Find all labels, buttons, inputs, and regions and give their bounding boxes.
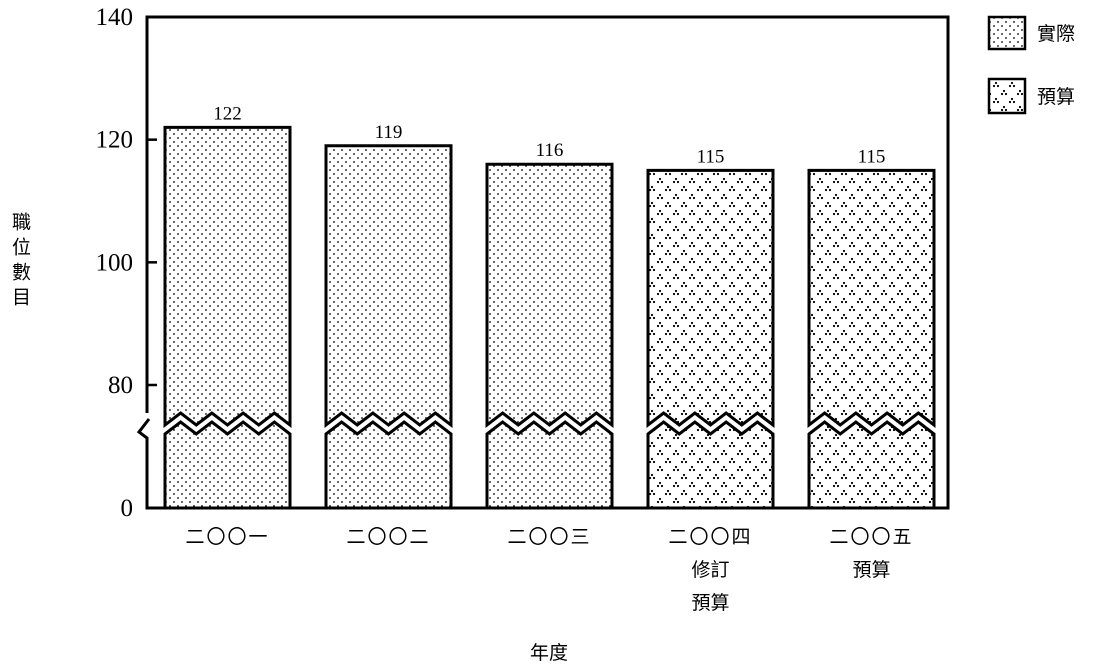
bar-upper <box>485 162 614 429</box>
y-tick-label: 100 <box>96 249 134 276</box>
y-axis-ticks: 0 80 100 120 140 <box>96 4 157 522</box>
bar-group: 115 <box>807 146 936 510</box>
bar-value-label: 116 <box>536 140 564 161</box>
bar-lower <box>646 420 775 510</box>
bar-upper <box>646 168 775 429</box>
x-axis-title: 年度 <box>530 642 568 664</box>
legend: 實際 預算 <box>987 15 1075 115</box>
y-tick-label: 0 <box>121 495 134 522</box>
bar-upper <box>163 125 292 429</box>
x-category-label: 修訂 <box>691 559 729 581</box>
bar-value-label: 115 <box>697 146 725 167</box>
bar-value-label: 115 <box>858 146 886 167</box>
bar-value-label: 122 <box>213 103 242 124</box>
legend-swatch-actual <box>987 15 1027 51</box>
bar-group: 116 <box>485 140 614 510</box>
bar-lower <box>807 420 936 510</box>
bar-group: 115 <box>646 146 775 510</box>
y-tick-label: 140 <box>96 4 134 31</box>
x-category-label: 二〇〇三 <box>507 526 591 548</box>
x-category-label: 預算 <box>852 559 890 581</box>
y-axis-title: 職位數目 <box>9 212 31 312</box>
x-category-label: 二〇〇一 <box>185 526 269 548</box>
legend-swatch-budget <box>987 77 1027 115</box>
bar-value-label: 119 <box>375 122 403 143</box>
bar-upper <box>324 144 453 429</box>
x-category-label: 二〇〇四 <box>668 526 752 548</box>
bar-lower <box>163 420 292 510</box>
x-category-label: 二〇〇五 <box>829 526 913 548</box>
x-category-label: 預算 <box>691 592 729 614</box>
y-tick-label: 80 <box>108 372 133 399</box>
x-category-label: 二〇〇二 <box>346 526 430 548</box>
bar-upper <box>807 168 936 429</box>
y-tick-label: 120 <box>96 127 134 154</box>
bar-lower <box>485 420 614 510</box>
bar-lower <box>324 420 453 510</box>
bar-group: 122 <box>163 103 292 510</box>
legend-label-actual: 實際 <box>1037 23 1075 45</box>
bars: 122 119 116 115 115 <box>163 103 936 510</box>
bar-group: 119 <box>324 122 453 510</box>
legend-label-budget: 預算 <box>1037 86 1075 108</box>
